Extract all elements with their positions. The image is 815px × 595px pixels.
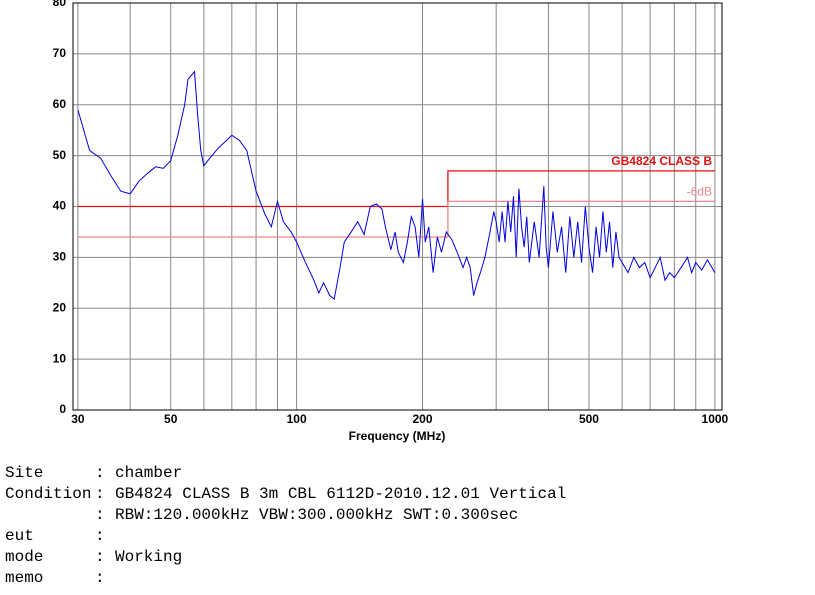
- x-tick-label: 500: [579, 412, 599, 426]
- x-tick-label: 30: [71, 412, 85, 426]
- info-separator: :: [95, 569, 105, 587]
- info-value: Working: [115, 548, 182, 566]
- x-axis-label: Frequency (MHz): [349, 429, 446, 443]
- y-tick-label: 50: [53, 148, 67, 162]
- info-value: chamber: [115, 464, 182, 482]
- info-separator: :: [95, 527, 105, 545]
- info-separator: :: [95, 464, 105, 482]
- info-separator: :: [95, 506, 105, 524]
- info-separator: :: [95, 485, 105, 503]
- info-key: mode: [5, 548, 43, 566]
- y-tick-label: 70: [53, 46, 67, 60]
- info-value: RBW:120.000kHz VBW:300.000kHz SWT:0.300s…: [115, 506, 518, 524]
- trace-line: [77, 70, 716, 300]
- x-tick-label: 1000: [702, 412, 729, 426]
- limit-line: [77, 200, 715, 238]
- plot-frame: [72, 2, 723, 411]
- x-tick-label: 50: [164, 412, 178, 426]
- legend-label: -6dB: [687, 185, 712, 199]
- info-value: GB4824 CLASS B 3m CBL 6112D-2010.12.01 V…: [115, 485, 566, 503]
- info-key: eut: [5, 527, 34, 545]
- y-tick-label: 20: [53, 300, 67, 314]
- x-tick-label: 100: [287, 412, 307, 426]
- y-tick-label: 30: [53, 250, 67, 264]
- info-separator: :: [95, 548, 105, 566]
- y-tick-label: 80: [53, 0, 67, 9]
- y-tick-label: 40: [53, 199, 67, 213]
- info-key: Condition: [5, 485, 91, 503]
- info-key: Site: [5, 464, 43, 482]
- legend-label: GB4824 CLASS B: [611, 154, 712, 168]
- y-tick-label: 10: [53, 351, 67, 365]
- x-tick-label: 200: [413, 412, 433, 426]
- limit-line: [77, 170, 715, 208]
- y-tick-label: 0: [59, 402, 66, 416]
- y-tick-label: 60: [53, 97, 67, 111]
- info-key: memo: [5, 569, 43, 587]
